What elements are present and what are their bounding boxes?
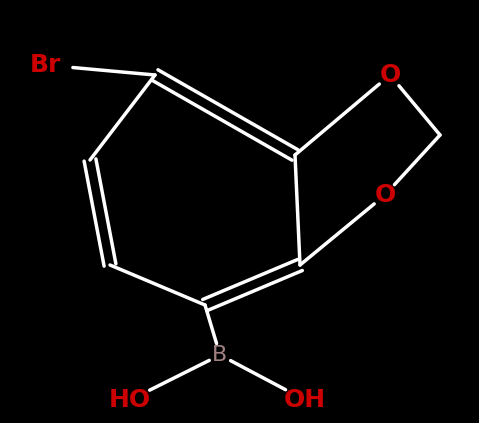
Text: O: O — [375, 183, 396, 207]
Text: OH: OH — [284, 388, 326, 412]
Text: B: B — [212, 345, 228, 365]
Text: Br: Br — [29, 53, 61, 77]
Text: O: O — [379, 63, 400, 87]
Text: HO: HO — [109, 388, 151, 412]
